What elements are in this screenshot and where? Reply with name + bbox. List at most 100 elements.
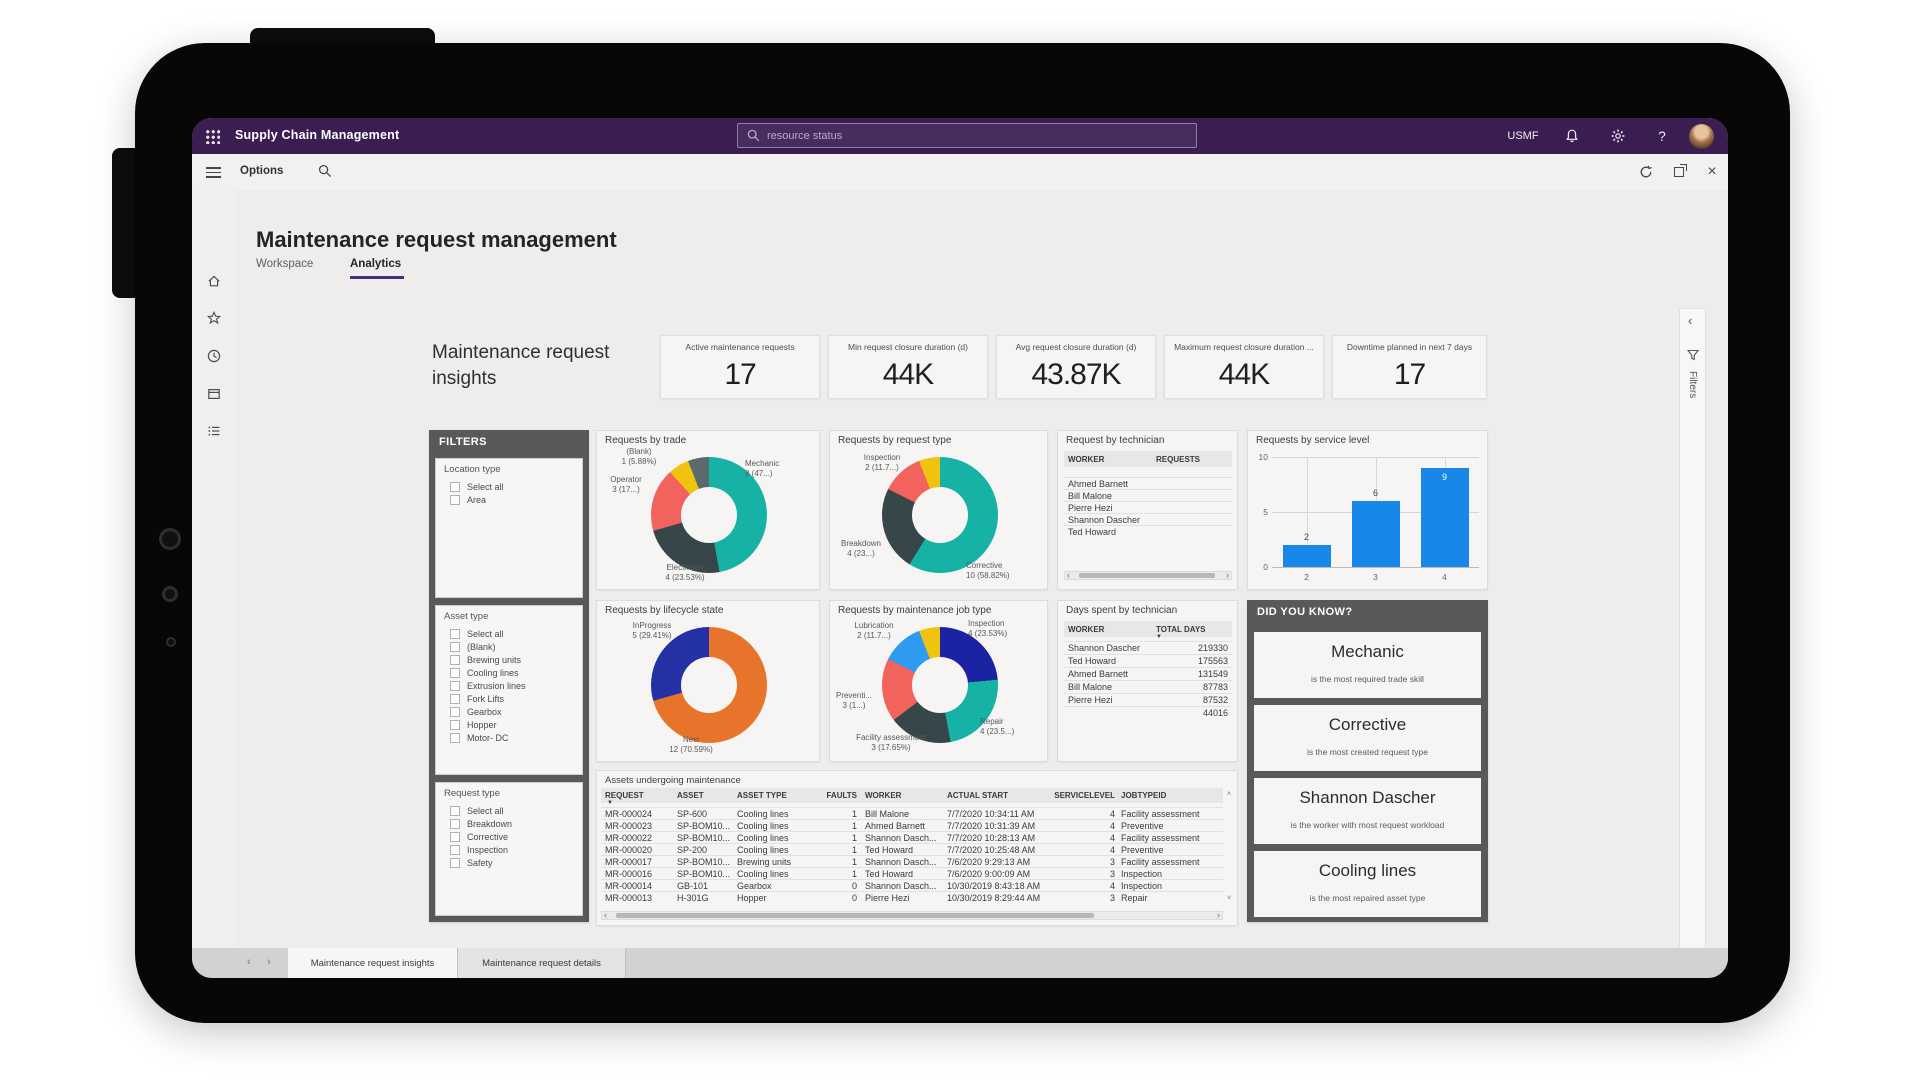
filter-group-request-type: Request type Select all Breakdown Correctiv… [435,782,583,916]
checkbox[interactable] [450,733,460,743]
row-separator [601,855,1223,856]
horizontal-scrollbar[interactable]: ‹ › [601,910,1223,920]
bar[interactable] [1351,501,1400,567]
tab-analytics[interactable]: Analytics [350,258,402,270]
filter-checkbox-row[interactable]: Inspection [450,844,508,856]
filter-checkbox-row[interactable]: Cooling lines [450,667,519,679]
sidebar-item-recent[interactable] [192,341,235,371]
donut-chart-trade[interactable] [651,457,767,573]
refresh-button[interactable] [1629,154,1663,190]
checkbox[interactable] [450,642,460,652]
worker-name-cell: Pierre Hezi [1068,503,1113,513]
checkbox[interactable] [450,668,460,678]
scroll-right-icon[interactable]: › [1217,910,1220,920]
options-menu[interactable]: Options [240,165,284,177]
filter-checkbox-row[interactable]: Brewing units [450,654,521,666]
sidebar-item-modules[interactable] [192,416,235,446]
kpi-value: 17 [724,358,756,391]
help-button[interactable]: ? [1658,128,1666,144]
y-tick-label: 0 [1263,562,1268,572]
row-separator [601,807,1223,808]
bar[interactable] [1282,545,1331,567]
donut-label: Repair 4 (23.5...) [980,717,1046,738]
filter-checkbox-row[interactable]: Select all [450,481,504,493]
checkbox[interactable] [450,806,460,816]
donut-label: InProgress 5 (29.41%) [613,621,691,642]
column-header: SERVICELEVEL [1054,791,1115,800]
page-search-icon[interactable] [318,164,332,178]
kpi-label: Downtime planned in next 7 days [1346,342,1473,352]
sidebar-item-favorites[interactable] [192,303,235,333]
y-tick-label: 10 [1258,452,1268,462]
horizontal-scrollbar[interactable]: ‹ › [1064,570,1232,580]
report-tab-2[interactable]: Maintenance request details [458,948,626,978]
global-search-input[interactable]: resource status [737,123,1197,148]
filter-checkbox-row[interactable]: Hopper [450,719,497,731]
tab-scroll-left-icon[interactable]: ‹ [247,956,251,968]
filter-checkbox-row[interactable]: Select all [450,628,504,640]
settings-button[interactable] [1595,118,1641,154]
checkbox[interactable] [450,819,460,829]
chevron-left-icon[interactable]: ‹ [1688,313,1693,328]
donut-chart-job-type[interactable] [881,627,998,743]
filter-checkbox-row[interactable]: Gearbox [450,706,502,718]
app-launcher-icon[interactable] [205,129,220,144]
checkbox[interactable] [450,845,460,855]
table-cell: 0 [851,881,857,891]
close-button[interactable]: × [1707,163,1717,180]
checkbox[interactable] [450,655,460,665]
checkbox[interactable] [450,707,460,717]
checkbox[interactable] [450,694,460,704]
tab-workspace[interactable]: Workspace [256,258,314,270]
donut-label-value: 2 (11.7...) [857,631,891,641]
sidebar-item-home[interactable] [192,266,235,296]
checkbox[interactable] [450,681,460,691]
scrollbar-thumb[interactable] [1079,573,1215,578]
filter-checkbox-row[interactable]: Fork Lifts [450,693,504,705]
chart-title: Requests by service level [1256,435,1370,446]
star-icon [206,310,222,326]
donut-chart-lifecycle[interactable] [651,627,767,743]
sidebar-item-workspaces[interactable] [192,379,235,409]
navigation-menu-icon[interactable] [206,167,221,178]
donut-label-name: Inspection [968,619,1005,628]
total-days-cell: 219330 [1197,643,1228,653]
filter-checkbox-row[interactable]: Breakdown [450,818,512,830]
checkbox[interactable] [450,720,460,730]
checkbox[interactable] [450,629,460,639]
scrollbar-thumb[interactable] [616,913,1094,918]
filter-checkbox-row[interactable]: Select all [450,805,504,817]
filter-checkbox-row[interactable]: Extrusion lines [450,680,526,692]
checkbox[interactable] [450,495,460,505]
filters-flyout-collapsed[interactable]: ‹ Filters [1679,308,1706,963]
filter-checkbox-row[interactable]: Area [450,494,486,506]
filter-checkbox-row[interactable]: Corrective [450,831,508,843]
donut-chart-request-type[interactable] [881,457,998,573]
bar[interactable] [1420,468,1469,567]
checkbox[interactable] [450,858,460,868]
column-header: WORKER [865,791,902,800]
filter-checkbox-row[interactable]: Safety [450,857,493,869]
chart-title: Requests by lifecycle state [605,605,724,616]
report-tab-1[interactable]: Maintenance request insights [288,948,458,978]
table-cell: MR-000023 [605,821,653,831]
notifications-button[interactable] [1549,118,1595,154]
kpi-tile: Active maintenance requests 17 [660,335,820,399]
tab-scroll-right-icon[interactable]: › [267,956,271,968]
scroll-up-icon[interactable]: ˄ [1227,791,1232,798]
row-separator [601,891,1223,892]
scroll-down-icon[interactable]: ˅ [1227,895,1232,902]
company-picker[interactable]: USMF [1507,130,1539,142]
open-in-new-window-button[interactable] [1662,154,1696,190]
filter-checkbox-row[interactable]: Motor- DC [450,732,509,744]
donut-label: Breakdown 4 (23...) [830,539,892,560]
filter-checkbox-row[interactable]: (Blank) [450,641,496,653]
user-avatar[interactable] [1689,123,1714,149]
scroll-left-icon[interactable]: ‹ [1067,570,1070,580]
scroll-left-icon[interactable]: ‹ [604,910,607,920]
scroll-right-icon[interactable]: › [1226,570,1229,580]
donut-label-value: 12 (70.59%) [669,745,713,755]
dyk-card-caption: is the worker with most request workload [1290,820,1445,830]
checkbox[interactable] [450,832,460,842]
checkbox[interactable] [450,482,460,492]
